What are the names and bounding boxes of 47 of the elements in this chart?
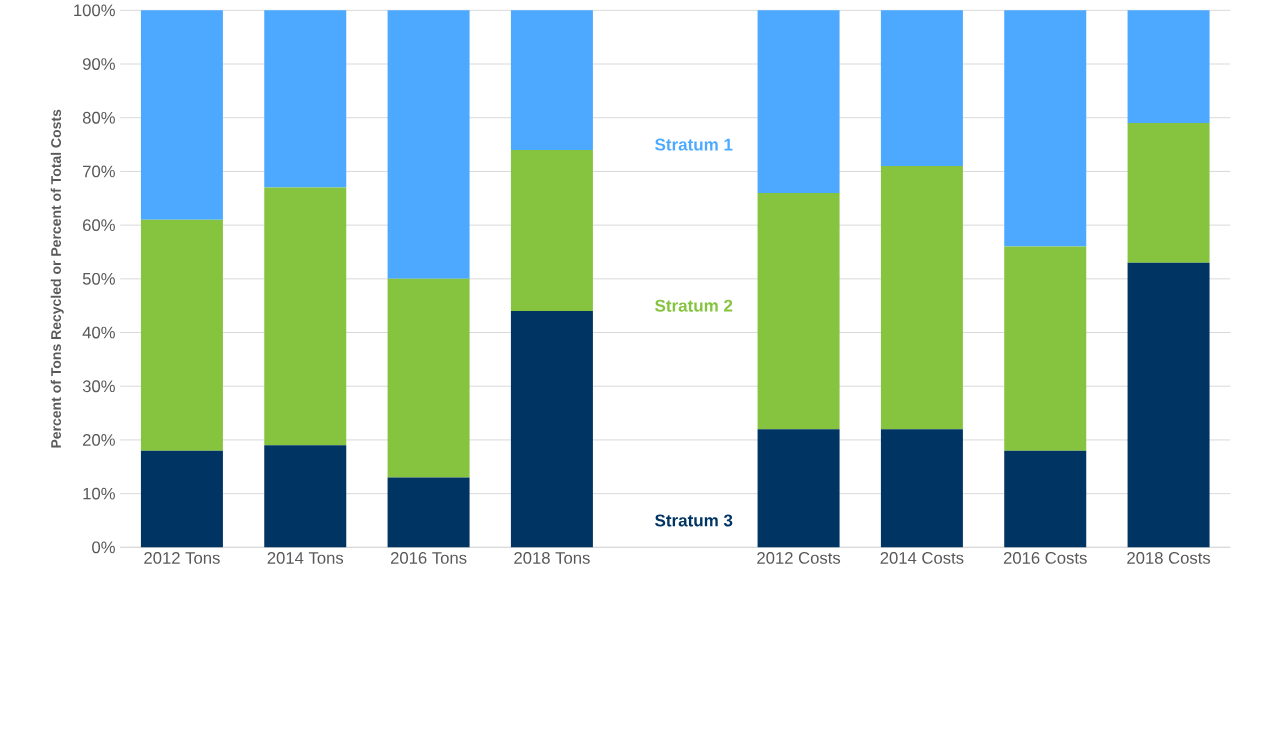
y-tick-label: 0% xyxy=(92,541,115,554)
x-tick-label: 2016 Costs xyxy=(1003,552,1087,565)
bar xyxy=(387,279,470,478)
bar xyxy=(757,193,840,430)
y-tick-label: 20% xyxy=(83,434,115,447)
series-label: Stratum 1 xyxy=(655,138,733,151)
y-tick-label: 100% xyxy=(74,4,115,17)
bar xyxy=(880,166,963,430)
bar xyxy=(264,445,347,548)
series-label: Stratum 3 xyxy=(655,514,733,527)
bar xyxy=(140,450,223,548)
y-tick-label: 30% xyxy=(82,380,115,393)
bar xyxy=(1127,10,1210,124)
y-tick-label: 90% xyxy=(82,58,115,71)
x-tick-label: 2016 Tons xyxy=(390,552,467,565)
bar xyxy=(264,10,347,188)
bar xyxy=(140,219,223,451)
y-tick-label: 40% xyxy=(82,326,115,339)
bar xyxy=(1127,262,1210,548)
bar xyxy=(264,187,347,446)
bar xyxy=(1004,246,1087,451)
bar xyxy=(510,311,593,548)
bar xyxy=(1004,450,1087,548)
x-tick-label: 2012 Costs xyxy=(757,552,841,565)
bar xyxy=(1127,123,1210,263)
x-tick-label: 2014 Costs xyxy=(880,552,964,565)
bar xyxy=(880,10,963,167)
bar xyxy=(510,10,593,151)
y-axis-title: Percent of Tons Recycled or Percent of Total Costs xyxy=(50,109,64,448)
bar xyxy=(880,429,963,548)
x-tick-label: 2012 Tons xyxy=(144,552,220,565)
y-tick-label: 60% xyxy=(83,219,115,232)
bar xyxy=(387,10,470,280)
bar xyxy=(140,10,223,220)
series-label: Stratum 2 xyxy=(655,299,733,312)
y-tick-label: 10% xyxy=(83,487,115,500)
x-tick-label: 2018 Costs xyxy=(1127,552,1211,565)
x-tick-label: 2018 Tons xyxy=(514,552,590,565)
bar xyxy=(1004,10,1087,247)
bar xyxy=(757,429,840,548)
y-tick-label: 80% xyxy=(82,112,115,124)
y-tick-label: 50% xyxy=(82,273,115,285)
bar xyxy=(757,10,840,194)
y-tick-label: 70% xyxy=(83,165,115,178)
bar xyxy=(387,477,470,548)
bar xyxy=(510,150,593,312)
x-tick-label: 2014 Tons xyxy=(267,552,344,565)
